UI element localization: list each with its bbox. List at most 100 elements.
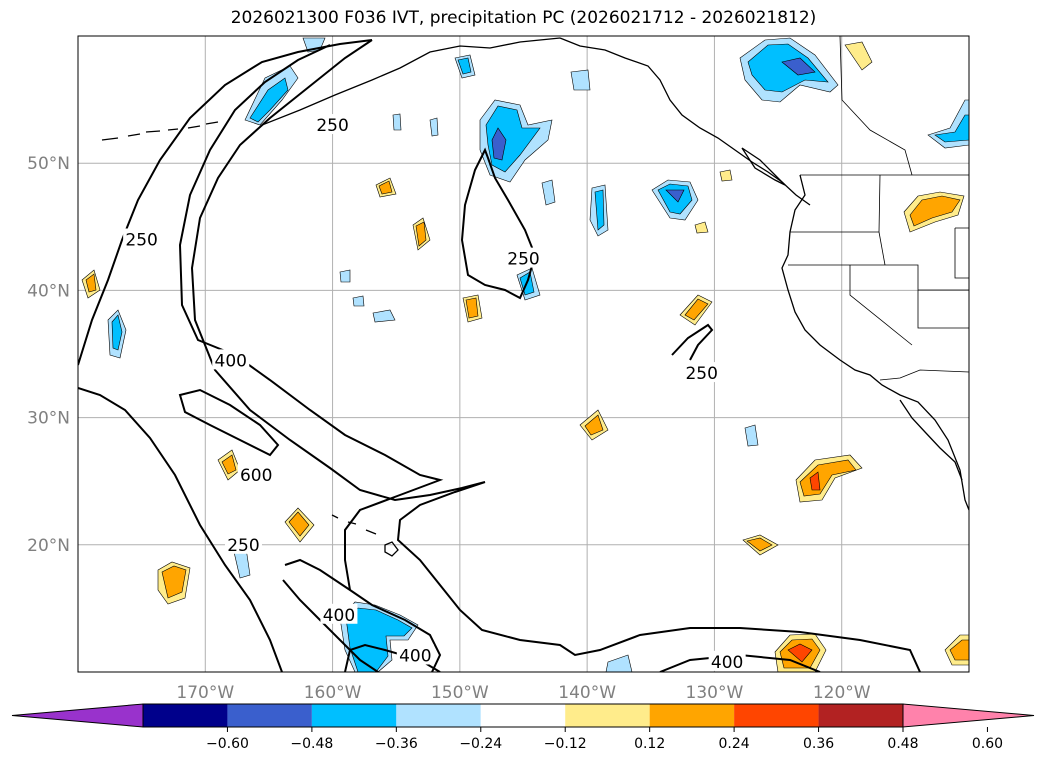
neg-patch: [605, 654, 633, 672]
map-title: 2026021300 F036 IVT, precipitation PC (2…: [230, 8, 817, 28]
lat-tick-label: 40°N: [27, 281, 70, 301]
colorbar-tick-label: −0.12: [544, 736, 587, 752]
map-content: 250 250 250 250 400 600 250 400 400 400: [78, 36, 969, 673]
pos-patch: [221, 454, 237, 475]
state-border: [849, 265, 913, 346]
colorbar-segment: [143, 704, 228, 727]
political-borders: [788, 36, 969, 381]
colorbar: −0.60 −0.48 −0.36 −0.24 −0.12 0.12 0.24 0.36 0.4…: [11, 703, 1035, 752]
contour-label-bg: [237, 463, 275, 484]
ivt-contour-250-closed: [671, 323, 714, 361]
colorbar-segment: [480, 704, 566, 727]
neg-patch: [392, 113, 402, 131]
colorbar-segment: [649, 704, 735, 727]
neg-patch: [594, 189, 605, 231]
colorbar-segment: [734, 704, 819, 727]
colorbar-tick-label: −0.60: [206, 736, 249, 752]
ivt-contour-label: 400: [399, 646, 431, 666]
lon-tick-label: 130°W: [686, 683, 744, 703]
contour-label-bg: [224, 533, 262, 554]
state-border: [907, 264, 969, 329]
map-frame: [77, 35, 970, 673]
ivt-contour-label: 250: [507, 250, 539, 270]
neg-patch: [429, 117, 439, 137]
neg-patch: [111, 314, 123, 351]
pos-patch: [787, 643, 813, 663]
colorbar-tick-label: 0.60: [972, 736, 1003, 752]
lat-tick-label: 50°N: [27, 154, 70, 174]
pos-patch: [415, 221, 427, 247]
pos-patch: [378, 180, 393, 195]
ivt-contour-400-closed: [178, 388, 280, 457]
pos-patch: [799, 459, 857, 497]
contour-labels: 250 250 250 250 400 600 250 400 400 400: [123, 114, 746, 673]
ivt-contour-label: 400: [215, 351, 247, 371]
contour-label-bg: [683, 362, 721, 383]
pos-patch: [694, 221, 709, 234]
neg-patch: [744, 424, 759, 447]
pos-patch: [85, 273, 97, 293]
colorbar-tick-label: −0.24: [459, 736, 502, 752]
lon-tick-label: 150°W: [431, 683, 489, 703]
contour-label-bg: [320, 603, 358, 624]
precip-shading: [81, 37, 969, 672]
pos-patch: [288, 511, 310, 537]
colorbar-outline: [142, 703, 904, 728]
neg-patch: [352, 295, 365, 307]
contour-label-bg: [123, 228, 161, 249]
lat-tick-label: 20°N: [27, 536, 70, 556]
colorbar-segment: [818, 704, 903, 727]
contour-label-bg: [212, 349, 250, 370]
pos-patch: [465, 297, 479, 319]
neg-patch: [747, 43, 829, 93]
neg-patch: [570, 69, 591, 91]
contour-label-bg: [708, 650, 746, 671]
neg-patch: [665, 189, 685, 203]
ivt-contour-250-closed: [460, 147, 537, 300]
aleutians: [101, 121, 219, 141]
neg-patch: [372, 309, 396, 323]
pos-patch: [844, 41, 873, 71]
neg-patch: [541, 179, 556, 206]
neg-patch: [781, 57, 816, 76]
lon-tick-label: 160°W: [304, 683, 362, 703]
pos-patch: [949, 639, 969, 661]
ivt-contour-250: [78, 387, 283, 672]
pos-patch: [161, 565, 187, 599]
lon-tick-label: 170°W: [176, 683, 234, 703]
colorbar-tick-label: 0.48: [887, 736, 918, 752]
pos-patch: [684, 298, 709, 321]
colorbar-tick-label: 0.12: [634, 736, 665, 752]
ivt-contour-label: 250: [227, 536, 259, 556]
pos-patch: [809, 471, 821, 491]
neg-patch: [934, 114, 969, 143]
neg-patch: [249, 77, 289, 123]
state-border: [788, 174, 907, 266]
ivt-contour-label: 250: [685, 364, 717, 384]
colorbar-segment: [565, 704, 650, 727]
colorbar-extend-high: [902, 703, 1035, 728]
pos-patch: [909, 195, 961, 227]
vancouver-island: [741, 147, 786, 186]
lat-tick-label: 30°N: [27, 409, 70, 429]
west-coast: [781, 174, 969, 511]
ivt-contour-label: 400: [711, 653, 743, 673]
pos-patch: [719, 169, 733, 182]
ivt-contour-400: [178, 44, 444, 591]
colorbar-segment: [311, 704, 397, 727]
colorbar-tick-label: 0.36: [803, 736, 834, 752]
ivt-contour-400: [284, 558, 442, 672]
contour-label-bg: [314, 114, 352, 135]
alaska-coast: [239, 37, 561, 146]
latitude-labels: 50°N 40°N 30°N 20°N: [27, 154, 70, 556]
state-border: [954, 227, 969, 279]
ivt-contour-label: 400: [323, 606, 355, 626]
colorbar-segment: [227, 704, 312, 727]
baja-gulf: [899, 399, 963, 481]
ivt-contour-label: 250: [316, 116, 348, 136]
ivt-contour-label: 600: [240, 466, 272, 486]
coastlines: [101, 37, 969, 557]
neg-patch: [491, 127, 507, 161]
longitude-labels: 170°W 160°W 150°W 140°W 130°W 120°W: [176, 683, 870, 703]
